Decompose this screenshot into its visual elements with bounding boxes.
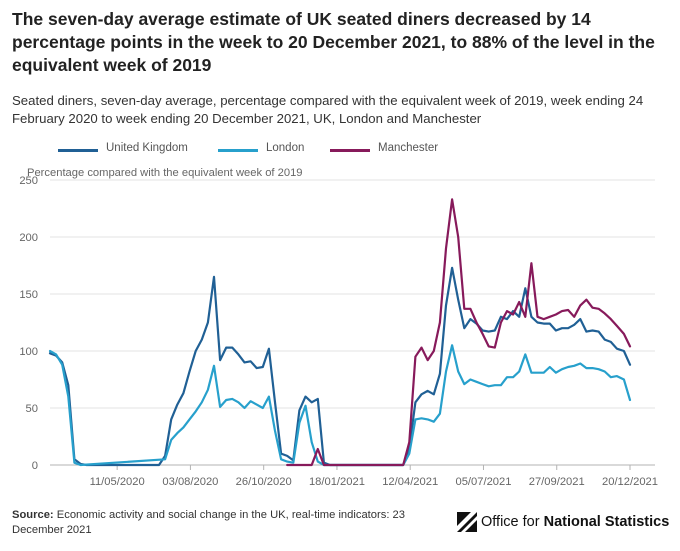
ons-logo-text: Office for National Statistics — [481, 514, 670, 530]
y-tick-label-200: 200 — [19, 232, 38, 244]
series-line-london — [48, 344, 632, 467]
legend-label-united-kingdom: United Kingdom — [106, 142, 188, 154]
source-text: Economic activity and social change in t… — [12, 509, 405, 536]
chart-title: The seven-day average estimate of UK sea… — [12, 9, 655, 75]
legend-label-london: London — [266, 142, 305, 154]
y-tick-label-50: 50 — [26, 403, 38, 415]
y-axis-label: Percentage compared with the equivalent … — [27, 167, 303, 179]
x-tick-label-26-10-2020: 26/10/2020 — [236, 476, 292, 488]
ons-logo-icon — [457, 512, 477, 532]
x-tick-label-27-09-2021: 27/09/2021 — [529, 476, 585, 488]
x-tick-label-12-04-2021: 12/04/2021 — [382, 476, 438, 488]
x-tick-label-05-07-2021: 05/07/2021 — [455, 476, 511, 488]
x-tick-label-11-05-2020: 11/05/2020 — [90, 476, 145, 488]
x-tick-label-03-08-2020: 03/08/2020 — [162, 476, 218, 488]
series-line-united-kingdom — [48, 266, 632, 467]
legend-swatch-united-kingdom — [58, 149, 98, 152]
legend-swatch-manchester — [330, 149, 370, 152]
x-tick-label-20-12-2021: 20/12/2021 — [602, 476, 658, 488]
source-note: Source: Economic activity and social cha… — [12, 508, 432, 538]
legend-swatch-london — [218, 149, 258, 152]
chart-subtitle: Seated diners, seven-day average, percen… — [12, 93, 644, 126]
x-tick-label-18-01-2021: 18/01/2021 — [309, 476, 365, 488]
y-tick-label-0: 0 — [32, 460, 38, 472]
series-line-manchester — [286, 198, 632, 467]
y-tick-label-250: 250 — [19, 175, 38, 187]
y-tick-label-100: 100 — [19, 346, 38, 358]
source-label: Source: — [12, 509, 54, 521]
legend-label-manchester: Manchester — [378, 142, 439, 154]
y-tick-label-150: 150 — [19, 289, 38, 301]
